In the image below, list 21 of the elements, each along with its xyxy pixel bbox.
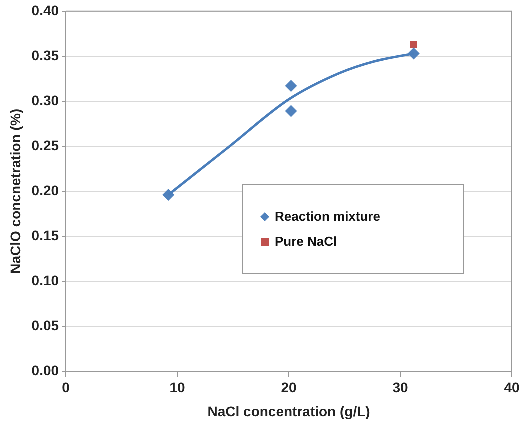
y-tick-label: 0.30 <box>32 92 60 108</box>
x-axis-title: NaCl concentration (g/L) <box>208 403 370 420</box>
y-axis-title: NaClO concnetration (%) <box>7 108 24 274</box>
x-tick-label: 30 <box>392 380 409 396</box>
y-tick-label: 0.35 <box>32 47 60 64</box>
y-tick-label: 0.40 <box>32 2 60 18</box>
legend-label: Reaction mixture <box>275 209 380 224</box>
point <box>285 105 298 118</box>
x-tick-label: 20 <box>281 380 298 396</box>
y-tick-label: 0.15 <box>32 227 60 244</box>
y-tick-label: 0.20 <box>32 182 60 198</box>
x-tick-label: 0 <box>62 380 70 396</box>
y-tick-label: 0.00 <box>32 362 60 378</box>
legend-label: Pure NaCl <box>275 234 338 250</box>
y-tick-label: 0.25 <box>32 137 60 154</box>
y-tick-label: 0.05 <box>32 317 60 334</box>
point <box>285 80 298 92</box>
point <box>410 41 418 48</box>
x-tick-label: 10 <box>170 380 186 396</box>
y-tick-label: 0.10 <box>32 272 60 288</box>
x-tick-label: 40 <box>504 380 520 396</box>
